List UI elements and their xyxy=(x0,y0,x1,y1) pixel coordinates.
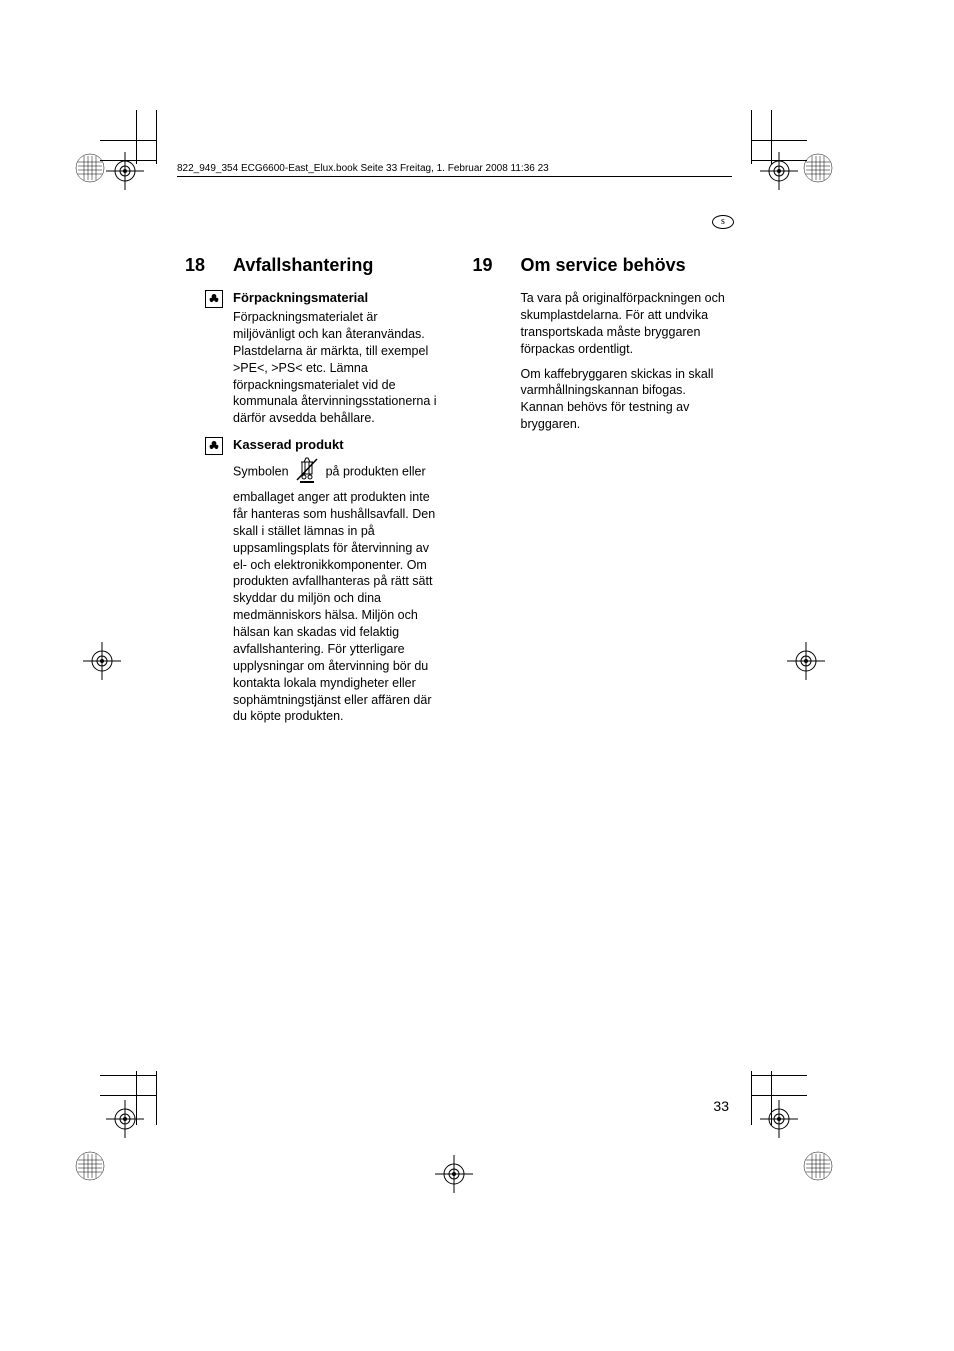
weee-bin-icon xyxy=(294,456,320,489)
crop-mark xyxy=(156,1071,157,1125)
crop-mark xyxy=(100,1075,156,1076)
section-title: Avfallshantering xyxy=(233,255,373,276)
text-post: på produkten eller emballaget anger att … xyxy=(233,465,435,724)
crosshair-icon xyxy=(760,1100,798,1138)
registration-mark-icon xyxy=(802,152,834,184)
body-text: Symbolen xyxy=(233,456,443,725)
crop-mark xyxy=(156,110,157,164)
content-area: 18 Avfallshantering Förpackningsmaterial… xyxy=(185,255,730,735)
body-text: Ta vara på originalförpackningen och sku… xyxy=(521,290,731,433)
crosshair-icon xyxy=(435,1155,473,1193)
paragraph: Ta vara på originalförpackningen och sku… xyxy=(521,290,731,358)
subsection-title: Förpackningsmaterial xyxy=(233,290,443,305)
page-number: 33 xyxy=(713,1098,729,1114)
header-text: 822_949_354 ECG6600-East_Elux.book Seite… xyxy=(177,163,549,174)
paragraph: Om kaffebryggaren skickas in skall varmh… xyxy=(521,366,731,434)
crosshair-icon xyxy=(760,152,798,190)
crosshair-icon xyxy=(106,152,144,190)
body-text: Förpackningsmaterialet är miljövänligt o… xyxy=(233,309,443,427)
subsection-disposed-product: Kasserad produkt Symbolen xyxy=(185,437,443,725)
crosshair-icon xyxy=(106,1100,144,1138)
registration-mark-icon xyxy=(802,1150,834,1182)
section-heading-19: 19 Om service behövs xyxy=(473,255,731,276)
crop-mark xyxy=(751,110,752,164)
left-column: 18 Avfallshantering Förpackningsmaterial… xyxy=(185,255,443,735)
registration-mark-icon xyxy=(74,152,106,184)
section-heading-18: 18 Avfallshantering xyxy=(185,255,443,276)
section-number: 19 xyxy=(473,255,521,276)
section-title: Om service behövs xyxy=(521,255,686,276)
page-header: 822_949_354 ECG6600-East_Elux.book Seite… xyxy=(177,163,732,177)
crop-mark xyxy=(751,1095,807,1096)
registration-mark-icon xyxy=(74,1150,106,1182)
page: 822_949_354 ECG6600-East_Elux.book Seite… xyxy=(0,0,954,1351)
language-badge: s xyxy=(712,215,734,229)
recycle-icon xyxy=(185,437,233,725)
subsection-title: Kasserad produkt xyxy=(233,437,443,452)
crosshair-icon xyxy=(787,642,825,680)
crop-mark xyxy=(100,1095,156,1096)
crosshair-icon xyxy=(83,642,121,680)
right-column: 19 Om service behövs Ta vara på original… xyxy=(473,255,731,735)
recycle-icon xyxy=(185,290,233,427)
crop-mark xyxy=(751,1075,807,1076)
crop-mark xyxy=(100,140,156,141)
text-pre: Symbolen xyxy=(233,465,289,479)
subsection-packaging: Förpackningsmaterial Förpackningsmateria… xyxy=(185,290,443,427)
subsection-body: Förpackningsmaterial Förpackningsmateria… xyxy=(233,290,443,427)
subsection-body: Kasserad produkt Symbolen xyxy=(233,437,443,725)
section-number: 18 xyxy=(185,255,233,276)
crop-mark xyxy=(751,140,807,141)
crop-mark xyxy=(751,1071,752,1125)
